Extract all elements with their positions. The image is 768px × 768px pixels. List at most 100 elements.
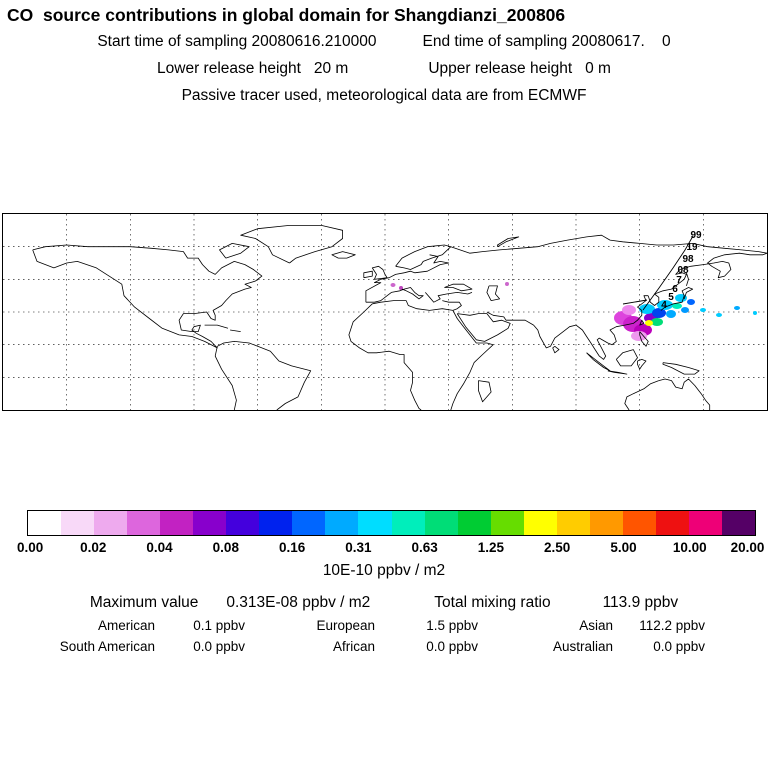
colorbar-segment bbox=[358, 511, 392, 535]
coastline bbox=[331, 251, 356, 259]
max-value-label: Maximum value bbox=[89, 594, 199, 611]
plume-cell bbox=[657, 300, 673, 310]
colorbar-tick-label: 2.50 bbox=[544, 540, 571, 555]
summary-line: Maximum value 0.313E-08 ppbv / m2 Total … bbox=[0, 594, 768, 612]
region-name: South American bbox=[59, 639, 155, 654]
trajectory-label: 99 bbox=[690, 230, 702, 241]
plume-cell bbox=[645, 320, 653, 326]
region-name: Australian bbox=[552, 639, 613, 654]
trajectory-label: 5 bbox=[668, 292, 674, 303]
coastline bbox=[486, 285, 501, 301]
colorbar-segment bbox=[391, 511, 425, 535]
start-time-text: Start time of sampling 20080616.210000 bbox=[97, 33, 377, 50]
colorbar-segment bbox=[688, 511, 722, 535]
region-name: European bbox=[316, 618, 375, 633]
coastline bbox=[442, 300, 462, 311]
colorbar-unit-label: 10E-10 ppbv / m2 bbox=[322, 562, 446, 579]
station-marker bbox=[622, 299, 648, 305]
coastline bbox=[363, 270, 373, 279]
colorbar-tick-label: 5.00 bbox=[610, 540, 637, 555]
coastline bbox=[607, 370, 628, 375]
coastline bbox=[230, 329, 241, 332]
coastline bbox=[639, 319, 645, 326]
colorbar-tick-label: 0.16 bbox=[278, 540, 306, 555]
colorbar-segment bbox=[259, 511, 293, 535]
trajectory-label: 4 bbox=[661, 300, 667, 311]
coastline bbox=[371, 265, 388, 280]
plume-cell bbox=[734, 306, 740, 310]
region-value: 0.0 ppbv bbox=[653, 639, 705, 654]
plume-cell bbox=[622, 305, 636, 315]
colorbar-segment bbox=[193, 511, 227, 535]
region-value: 0.0 ppbv bbox=[426, 639, 478, 654]
colorbar-segment bbox=[325, 511, 359, 535]
coastline bbox=[240, 224, 344, 264]
colorbar-segment bbox=[226, 511, 260, 535]
colorbar-segment bbox=[457, 511, 491, 535]
coastline bbox=[486, 311, 534, 326]
colorbar-segment bbox=[523, 511, 557, 535]
colorbar-segment bbox=[622, 511, 656, 535]
plume-cell bbox=[681, 307, 689, 313]
colorbar-tick-label: 0.31 bbox=[345, 540, 372, 555]
colorbar-segment bbox=[490, 511, 524, 535]
colorbar-segment bbox=[160, 511, 194, 535]
colorbar-tick-label: 0.00 bbox=[17, 540, 44, 555]
trajectory-label: 08 bbox=[677, 265, 689, 276]
coastline bbox=[662, 362, 700, 375]
colorbar-tick-label: 0.08 bbox=[212, 540, 239, 555]
plume-cell bbox=[716, 313, 722, 317]
colorbar-tick-labels: 0.00 0.02 0.04 0.08 0.16 0.31 0.63 1.25 2.50 5.00… bbox=[17, 540, 764, 557]
coastline bbox=[552, 345, 560, 354]
coastline bbox=[365, 287, 424, 303]
plume-cell bbox=[687, 299, 695, 305]
colorbar-segment bbox=[28, 511, 62, 535]
coastline bbox=[533, 324, 577, 349]
plume-cell bbox=[652, 308, 666, 318]
colorbar-segment bbox=[292, 511, 326, 535]
coastline bbox=[444, 283, 473, 292]
colorbar-segment bbox=[127, 511, 161, 535]
region-value: 112.2 ppbv bbox=[639, 618, 705, 633]
colorbar-segment bbox=[424, 511, 458, 535]
trajectory-label: 7 bbox=[676, 275, 682, 286]
coastline bbox=[575, 295, 649, 360]
trajectory-label: 6 bbox=[672, 284, 678, 295]
colorbar-tick-label: 10.00 bbox=[672, 540, 707, 555]
tracer-note-line: Passive tracer used, meteorological data… bbox=[0, 87, 768, 105]
coastline bbox=[219, 242, 250, 259]
colorbar-segment bbox=[61, 511, 95, 535]
coastline bbox=[477, 380, 492, 403]
total-mixing-ratio-value: 113.9 ppbv bbox=[602, 594, 679, 611]
colorbar-tick-label: 0.63 bbox=[411, 540, 438, 555]
coastline bbox=[204, 324, 229, 329]
trajectory-label: 98 bbox=[682, 254, 694, 265]
trajectory-line bbox=[642, 235, 694, 311]
colorbar-segment bbox=[556, 511, 590, 535]
plume-cell bbox=[390, 283, 396, 287]
regional-contributions-table: American 0.1 ppbv European 1.5 ppbv Asian 112… bbox=[20, 618, 720, 654]
plume-cell bbox=[700, 308, 706, 312]
coastline bbox=[686, 272, 689, 287]
coastline bbox=[365, 272, 405, 303]
coastline bbox=[586, 352, 611, 372]
coastline bbox=[624, 380, 659, 410]
colorbar-segment bbox=[94, 511, 128, 535]
world-map: 99 19 98 08 7 6 5 4 bbox=[2, 213, 768, 411]
plume-cell bbox=[399, 286, 403, 290]
coastline bbox=[214, 346, 237, 410]
region-name: African bbox=[332, 639, 375, 654]
plume-cell bbox=[639, 304, 655, 314]
coastline bbox=[660, 287, 694, 311]
end-time-text: End time of sampling 20080617. 0 bbox=[422, 33, 671, 50]
max-value: 0.313E-08 ppbv / m2 bbox=[226, 594, 371, 611]
coastline bbox=[424, 292, 473, 303]
region-value: 1.5 ppbv bbox=[426, 618, 478, 633]
coastline bbox=[450, 234, 767, 254]
region-value: 0.0 ppbv bbox=[193, 639, 245, 654]
coastline bbox=[217, 341, 312, 410]
plume-cell bbox=[651, 318, 663, 326]
colorbar-tick-label: 0.04 bbox=[146, 540, 173, 555]
region-name: American bbox=[97, 618, 155, 633]
